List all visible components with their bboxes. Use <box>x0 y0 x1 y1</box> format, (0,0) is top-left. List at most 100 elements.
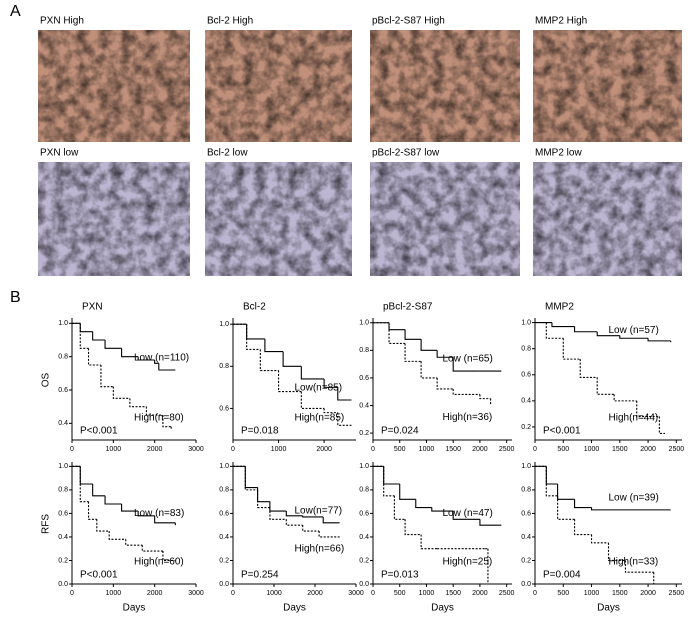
x-tick-label: 3000 <box>348 590 364 597</box>
km-step <box>590 507 671 511</box>
micrograph-label: MMP2 low <box>535 148 582 159</box>
km-step <box>420 361 438 379</box>
km-step <box>162 551 176 562</box>
km-step <box>596 377 615 395</box>
y-tick-label: 0.2 <box>359 430 369 437</box>
km-step <box>104 495 122 505</box>
y-tick-label: 1.0 <box>58 463 68 470</box>
y-tick-label: 0.0 <box>521 581 531 588</box>
y-tick-label: 0.4 <box>359 402 369 409</box>
x-tick-label: 500 <box>557 446 569 453</box>
y-tick-label: 0.2 <box>58 557 68 564</box>
x-axis-label: Days <box>123 603 146 614</box>
km-step <box>393 495 406 520</box>
km-step <box>318 531 340 538</box>
y-tick-label: 1.0 <box>359 320 369 327</box>
km-step <box>420 339 438 351</box>
km-step <box>579 359 598 378</box>
x-tick-label: 0 <box>70 590 74 597</box>
y-tick-label: 0.4 <box>58 420 68 427</box>
y-tick-label: 0.8 <box>58 487 68 494</box>
km-step <box>562 338 581 360</box>
km-step <box>399 484 416 500</box>
km-step <box>452 357 480 372</box>
x-tick-label: 1000 <box>106 590 122 597</box>
km-step <box>100 365 114 388</box>
km-step <box>79 323 93 333</box>
p-value: P<0.001 <box>80 570 118 581</box>
x-tick-label: 1000 <box>266 590 282 597</box>
km-step <box>323 408 338 414</box>
micrograph-label: MMP2 High <box>535 16 587 27</box>
x-tick-label: 3000 <box>188 590 204 597</box>
km-step <box>108 531 126 540</box>
x-axis-label: Days <box>283 603 306 614</box>
x-tick-label: 2000 <box>307 590 323 597</box>
series-label: Low (n=39) <box>609 493 659 504</box>
series-label: High(n=66) <box>295 544 345 555</box>
km-step <box>551 322 575 328</box>
x-tick-label: 2000 <box>147 446 163 453</box>
km-step <box>404 343 422 362</box>
km-step <box>545 322 564 339</box>
x-axis-label: Days <box>431 603 454 614</box>
km-step <box>141 545 163 552</box>
km-step <box>257 489 270 509</box>
micrograph-texture <box>370 162 520 276</box>
km-step <box>92 484 106 497</box>
km-step <box>87 501 97 520</box>
y-tick-label: 0.6 <box>58 387 68 394</box>
x-tick-label: 0 <box>231 446 235 453</box>
x-tick-label: 2000 <box>147 590 163 597</box>
y-tick-label: 0.6 <box>359 375 369 382</box>
y-tick-label: 0.8 <box>359 347 369 354</box>
series-label: Low (n=110) <box>134 353 189 364</box>
km-step <box>145 406 163 416</box>
km-step <box>79 466 93 485</box>
km-step <box>322 516 340 524</box>
x-tick-label: 500 <box>394 590 406 597</box>
x-tick-label: 1000 <box>271 446 287 453</box>
y-tick-label: 0.4 <box>521 398 531 405</box>
km-step <box>404 329 422 340</box>
x-tick-label: 2000 <box>472 446 488 453</box>
x-tick-label: 2000 <box>640 446 656 453</box>
km-step <box>257 487 270 503</box>
y-tick-label: 0.6 <box>219 405 229 412</box>
km-step <box>87 348 101 366</box>
panel-label: B <box>10 289 21 306</box>
y-tick-label: 0.8 <box>359 487 369 494</box>
km-step <box>590 534 609 544</box>
km-step <box>96 519 110 532</box>
p-value: P=0.254 <box>241 570 279 581</box>
y-tick-label: 1.0 <box>219 321 229 328</box>
km-step <box>557 484 575 500</box>
x-tick-label: 500 <box>557 590 569 597</box>
chart-title: PXN <box>82 302 103 313</box>
micrograph-texture <box>38 162 190 276</box>
km-step <box>129 398 147 408</box>
km-step <box>244 466 258 491</box>
y-tick-label: 0.8 <box>521 346 531 353</box>
km-step <box>337 412 352 426</box>
km-step <box>302 515 324 518</box>
micrograph-texture <box>205 162 352 276</box>
km-step <box>574 326 598 333</box>
km-step <box>269 507 287 520</box>
series-label: Low(n=85) <box>295 383 343 394</box>
km-step <box>545 466 558 485</box>
micrograph-label: Bcl-2 low <box>207 148 248 159</box>
km-step <box>383 466 395 497</box>
chart-title: Bcl-2 <box>243 302 266 313</box>
km-step <box>300 391 325 409</box>
p-value: P<0.001 <box>80 426 118 437</box>
series-label: High(n=44) <box>609 413 659 424</box>
y-tick-label: 0.8 <box>58 354 68 361</box>
km-step <box>158 363 176 371</box>
km-step <box>137 356 155 361</box>
y-tick-label: 0.8 <box>219 487 229 494</box>
micrograph-label: pBcl-2-S87 High <box>372 16 445 27</box>
p-value: P=0.013 <box>381 570 419 581</box>
km-step <box>574 519 592 536</box>
